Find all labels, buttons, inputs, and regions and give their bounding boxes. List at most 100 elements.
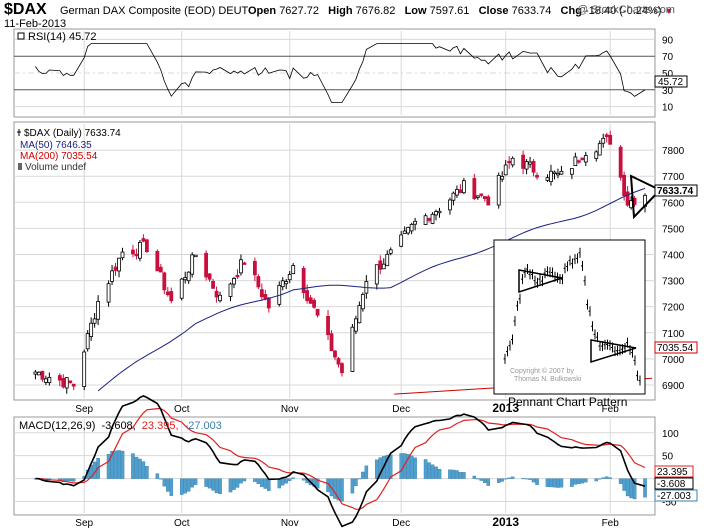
month-label-macd: Nov	[281, 518, 299, 529]
svg-text:23.395: 23.395	[657, 467, 688, 478]
candle-body	[597, 143, 602, 156]
month-label-macd: Sep	[75, 518, 93, 529]
candle-body	[576, 160, 581, 163]
macd-histogram-bar	[455, 470, 459, 479]
macd-histogram-bar	[476, 478, 480, 480]
rsi-label: RSI(14) 45.72	[28, 31, 96, 43]
rsi-line	[35, 43, 646, 103]
candle-body	[207, 273, 212, 280]
inset-drawing	[503, 247, 641, 386]
macd-histogram-bar	[131, 453, 135, 479]
macd-histogram-bar	[423, 459, 428, 479]
candle-body	[458, 189, 463, 194]
macd-histogram-bar	[451, 469, 456, 479]
macd-histogram-bar	[256, 478, 261, 485]
legend-ma50: MA(50) 7646.35	[20, 140, 92, 151]
candle-body	[385, 253, 390, 267]
macd-histogram-bar	[71, 478, 76, 482]
svg-text:-3.608: -3.608	[657, 479, 686, 490]
price-series	[33, 130, 662, 395]
candle-body	[601, 137, 606, 144]
candle-body	[92, 318, 97, 324]
candle-body	[340, 363, 344, 374]
month-label-price: Nov	[281, 404, 299, 415]
macd-histogram-bar	[179, 478, 184, 495]
candle-body	[604, 134, 609, 138]
ma50-line	[97, 187, 646, 392]
macd-histogram-bar	[260, 478, 264, 487]
candle-body	[583, 155, 588, 163]
macd-histogram-bar	[496, 478, 501, 483]
inset-frame	[493, 239, 646, 395]
candle-body	[33, 371, 38, 375]
candle-body	[158, 266, 163, 273]
macd-histogram-bar	[277, 478, 282, 489]
macd-histogram-bar	[409, 455, 414, 479]
candle-body	[40, 370, 45, 380]
candle-body	[510, 157, 515, 166]
macd-histogram-bar	[378, 457, 383, 479]
macd-histogram-bar	[162, 478, 167, 487]
candle-body	[455, 189, 459, 196]
candle-body	[399, 234, 404, 247]
macd-histogram-bar	[594, 478, 599, 482]
candle-body	[214, 290, 219, 298]
legend-ma200: MA(200) 7035.54	[20, 151, 98, 162]
macd-tick-label: 100	[662, 429, 679, 440]
candle-body	[625, 191, 630, 206]
price-tick-label: 7500	[662, 224, 685, 235]
candle-body	[218, 294, 222, 302]
macd-histogram-bar	[448, 469, 452, 479]
macd-histogram-bar	[535, 478, 539, 485]
candle-body	[618, 146, 623, 178]
macd-histogram-bar	[385, 454, 390, 479]
candle-body	[71, 383, 76, 387]
macd-histogram-bar	[263, 478, 268, 489]
macd-histogram-bar	[336, 478, 341, 501]
macd-histogram-bar	[434, 466, 438, 479]
macd-histogram-bar	[580, 478, 585, 484]
macd-histogram-bar	[211, 478, 215, 491]
macd-histogram-bar	[138, 458, 142, 479]
macd-histogram-bar	[503, 478, 508, 480]
candle-body	[434, 211, 438, 216]
candle-body	[308, 297, 313, 304]
macd-histogram-bar	[528, 478, 532, 480]
candle-body	[315, 308, 320, 316]
price-tick-label: 7100	[662, 329, 685, 340]
candle-body	[37, 371, 41, 376]
macd-histogram-bar	[340, 478, 344, 502]
candle-body	[500, 175, 505, 180]
macd-histogram-bar	[186, 478, 191, 492]
candle-body	[430, 213, 435, 224]
stockcharts-credit[interactable]: @ StockCharts.com	[577, 4, 675, 16]
candle-body	[388, 249, 393, 254]
macd-hist-badge: -27.003	[654, 489, 698, 502]
macd-histogram-bar	[193, 478, 198, 485]
macd-histogram-bar	[134, 456, 139, 479]
macd-histogram-bar	[141, 461, 146, 479]
macd-histogram-bar	[399, 453, 403, 479]
candle-body	[381, 263, 386, 270]
candle-body	[549, 170, 553, 183]
macd-histogram-bar	[549, 478, 553, 488]
candle-body	[427, 218, 431, 221]
macd-histogram-bar	[204, 478, 208, 487]
candle-body	[179, 278, 184, 299]
macd-histogram-bar	[458, 472, 463, 479]
open-value: 7627.72	[279, 5, 319, 17]
inset-pennant-lower	[590, 339, 637, 364]
macd-histogram-bar	[483, 478, 487, 483]
macd-histogram-bar	[577, 478, 581, 484]
candle-body	[211, 280, 215, 289]
candle-body	[569, 168, 574, 175]
candle-body	[259, 289, 264, 298]
candle-body	[472, 178, 477, 200]
candle-body	[256, 276, 261, 288]
rsi-tick-label: 30	[662, 86, 674, 97]
macd-histogram-bar	[284, 478, 288, 484]
macd-histogram-bar	[315, 478, 320, 489]
candle-body	[545, 177, 550, 181]
macd-tick-label: -50	[662, 498, 677, 509]
